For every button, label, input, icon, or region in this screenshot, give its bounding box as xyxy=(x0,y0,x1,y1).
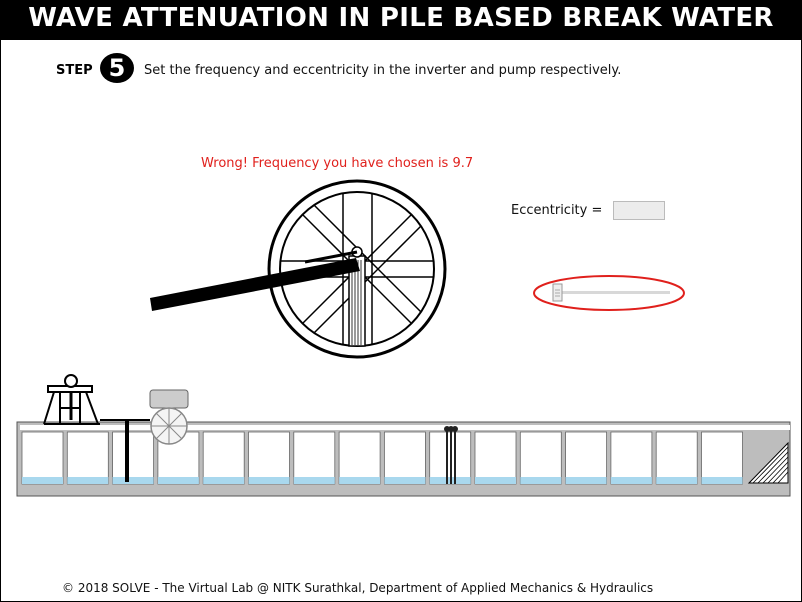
tank-cell xyxy=(610,431,653,485)
tank-cell xyxy=(565,431,607,485)
footer-credit: © 2018 SOLVE - The Virtual Lab @ NITK Su… xyxy=(62,581,654,595)
water-layer xyxy=(67,477,109,484)
water-layer xyxy=(520,477,562,484)
error-message: Wrong! Frequency you have chosen is 9.7 xyxy=(201,156,474,171)
water-layer xyxy=(22,477,63,484)
tank-cell xyxy=(383,431,426,485)
slider-thumb[interactable] xyxy=(552,283,563,302)
sloping-beach xyxy=(747,441,789,484)
breakwater-piles xyxy=(444,426,458,484)
water-layer xyxy=(384,477,426,484)
tank-cell xyxy=(519,431,562,485)
connecting-rod xyxy=(150,250,360,311)
step-label: STEP xyxy=(56,63,93,78)
tank-cell xyxy=(202,431,245,485)
eccentricity-label: Eccentricity = xyxy=(511,203,603,218)
water-layer xyxy=(656,477,698,484)
eccentricity-input[interactable] xyxy=(613,201,665,220)
tank-cells xyxy=(21,431,743,485)
pump-motor xyxy=(149,389,189,445)
tank-cell xyxy=(293,431,336,485)
water-layer xyxy=(203,477,245,484)
tank-cell xyxy=(701,431,743,485)
step-instruction: Set the frequency and eccentricity in th… xyxy=(144,63,622,78)
slider-highlight-ring xyxy=(533,275,685,311)
water-layer xyxy=(112,477,154,484)
water-layer xyxy=(293,477,335,484)
tank-cell xyxy=(655,431,698,485)
tank-cell xyxy=(112,431,154,485)
water-layer xyxy=(339,477,381,484)
page-title: WAVE ATTENUATION IN PILE BASED BREAK WAT… xyxy=(28,3,774,33)
water-layer xyxy=(157,477,199,484)
water-layer xyxy=(248,477,290,484)
eccentricity-slider[interactable] xyxy=(533,275,685,311)
slider-track xyxy=(556,291,670,294)
wave-maker-frame xyxy=(43,374,150,482)
tank-cell xyxy=(248,431,290,485)
water-layer xyxy=(475,477,516,484)
tank-cell xyxy=(338,431,381,485)
title-bar: WAVE ATTENUATION IN PILE BASED BREAK WAT… xyxy=(0,0,802,40)
water-layer xyxy=(565,477,607,484)
tank-cell xyxy=(474,431,517,485)
water-layer xyxy=(701,477,743,484)
water-layer xyxy=(610,477,652,484)
tank-cell xyxy=(21,431,64,485)
tank-cell xyxy=(66,431,109,485)
wave-flume xyxy=(16,421,791,497)
step-number-badge: 5 xyxy=(100,53,134,83)
